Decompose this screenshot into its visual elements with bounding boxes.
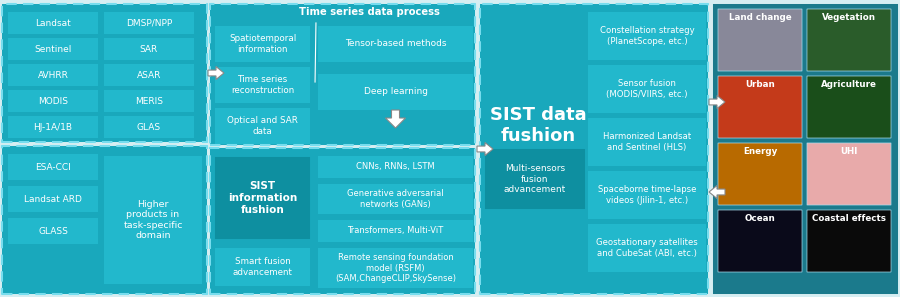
Polygon shape xyxy=(709,186,725,198)
FancyBboxPatch shape xyxy=(588,171,706,219)
FancyBboxPatch shape xyxy=(807,210,891,272)
FancyBboxPatch shape xyxy=(318,220,473,242)
Text: Geostationary satellites
and CubeSat (ABI, etc.): Geostationary satellites and CubeSat (AB… xyxy=(596,238,698,258)
Polygon shape xyxy=(208,67,224,80)
FancyBboxPatch shape xyxy=(8,38,98,60)
Text: Optical and SAR
data: Optical and SAR data xyxy=(227,116,298,136)
FancyBboxPatch shape xyxy=(318,184,473,214)
Text: Deep learning: Deep learning xyxy=(364,88,428,97)
Text: ESA-CCI: ESA-CCI xyxy=(35,162,71,171)
Text: Higher
products in
task-specific
domain: Higher products in task-specific domain xyxy=(123,200,183,240)
FancyBboxPatch shape xyxy=(215,248,310,286)
FancyBboxPatch shape xyxy=(718,9,802,71)
Polygon shape xyxy=(477,143,493,156)
Text: Sentinel: Sentinel xyxy=(34,45,72,53)
FancyBboxPatch shape xyxy=(588,12,706,60)
FancyBboxPatch shape xyxy=(8,116,98,138)
Text: Vegetation: Vegetation xyxy=(822,13,876,22)
FancyBboxPatch shape xyxy=(713,4,898,294)
Polygon shape xyxy=(709,96,725,108)
Text: Landsat ARD: Landsat ARD xyxy=(24,195,82,203)
Text: Sensor fusion
(MODIS/VIIRS, etc.): Sensor fusion (MODIS/VIIRS, etc.) xyxy=(607,79,688,99)
FancyBboxPatch shape xyxy=(215,26,310,62)
FancyBboxPatch shape xyxy=(718,143,802,205)
Polygon shape xyxy=(385,110,406,128)
FancyBboxPatch shape xyxy=(318,248,473,288)
FancyBboxPatch shape xyxy=(104,90,194,112)
Text: Land change: Land change xyxy=(729,13,791,22)
FancyBboxPatch shape xyxy=(215,67,310,103)
Text: Smart fusion
advancement: Smart fusion advancement xyxy=(232,257,292,277)
Text: AVHRR: AVHRR xyxy=(38,70,68,80)
Text: UHI: UHI xyxy=(841,147,858,156)
FancyBboxPatch shape xyxy=(588,118,706,166)
FancyBboxPatch shape xyxy=(8,90,98,112)
FancyBboxPatch shape xyxy=(588,224,706,272)
Text: Energy: Energy xyxy=(742,147,778,156)
FancyBboxPatch shape xyxy=(318,156,473,178)
FancyBboxPatch shape xyxy=(2,146,207,294)
Text: MERIS: MERIS xyxy=(135,97,163,105)
FancyBboxPatch shape xyxy=(588,65,706,113)
FancyBboxPatch shape xyxy=(215,108,310,144)
Text: Remote sensing foundation
model (RSFM)
(SAM,ChangeCLIP,SkySense): Remote sensing foundation model (RSFM) (… xyxy=(335,253,456,283)
FancyBboxPatch shape xyxy=(104,38,194,60)
FancyBboxPatch shape xyxy=(104,64,194,86)
Text: SAR: SAR xyxy=(140,45,158,53)
FancyBboxPatch shape xyxy=(807,9,891,71)
FancyBboxPatch shape xyxy=(807,76,891,138)
FancyBboxPatch shape xyxy=(2,4,207,142)
Text: Urban: Urban xyxy=(745,80,775,89)
FancyBboxPatch shape xyxy=(485,149,585,209)
Text: Harmonized Landsat
and Sentinel (HLS): Harmonized Landsat and Sentinel (HLS) xyxy=(603,132,691,152)
Text: Ocean: Ocean xyxy=(744,214,776,223)
Text: Time series data process: Time series data process xyxy=(299,7,439,17)
FancyBboxPatch shape xyxy=(718,210,802,272)
Text: ASAR: ASAR xyxy=(137,70,161,80)
Text: Constellation strategy
(PlanetScope, etc.): Constellation strategy (PlanetScope, etc… xyxy=(599,26,694,46)
Text: Multi-sensors
fusion
advancement: Multi-sensors fusion advancement xyxy=(504,164,566,194)
Text: Spaceborne time-lapse
videos (Jilin-1, etc.): Spaceborne time-lapse videos (Jilin-1, e… xyxy=(598,185,697,205)
FancyBboxPatch shape xyxy=(210,4,475,145)
Text: Agriculture: Agriculture xyxy=(821,80,877,89)
FancyBboxPatch shape xyxy=(215,157,310,239)
Text: SIST data
fushion: SIST data fushion xyxy=(490,106,586,145)
FancyBboxPatch shape xyxy=(8,154,98,180)
Text: GLAS: GLAS xyxy=(137,122,161,132)
FancyBboxPatch shape xyxy=(210,148,475,294)
Text: Time series
reconstruction: Time series reconstruction xyxy=(231,75,294,95)
Text: MODIS: MODIS xyxy=(38,97,68,105)
Text: GLASS: GLASS xyxy=(38,227,68,236)
Text: Generative adversarial
networks (GANs): Generative adversarial networks (GANs) xyxy=(347,189,444,209)
Text: SIST
information
fushion: SIST information fushion xyxy=(228,181,297,215)
FancyBboxPatch shape xyxy=(480,4,708,294)
Text: Tensor-based methods: Tensor-based methods xyxy=(345,40,446,48)
FancyBboxPatch shape xyxy=(8,64,98,86)
FancyBboxPatch shape xyxy=(8,186,98,212)
FancyBboxPatch shape xyxy=(318,74,473,110)
Text: Coastal effects: Coastal effects xyxy=(812,214,886,223)
Text: Transformers, Multi-ViT: Transformers, Multi-ViT xyxy=(347,227,444,236)
Text: Landsat: Landsat xyxy=(35,18,71,28)
FancyBboxPatch shape xyxy=(8,218,98,244)
Text: DMSP/NPP: DMSP/NPP xyxy=(126,18,172,28)
Text: Spatiotemporal
information: Spatiotemporal information xyxy=(229,34,296,54)
FancyBboxPatch shape xyxy=(104,156,202,284)
FancyBboxPatch shape xyxy=(8,12,98,34)
FancyBboxPatch shape xyxy=(104,116,194,138)
FancyBboxPatch shape xyxy=(318,26,473,62)
Text: CNNs, RNNs, LSTM: CNNs, RNNs, LSTM xyxy=(356,162,435,171)
FancyBboxPatch shape xyxy=(718,76,802,138)
FancyBboxPatch shape xyxy=(104,12,194,34)
Text: HJ-1A/1B: HJ-1A/1B xyxy=(33,122,73,132)
FancyBboxPatch shape xyxy=(807,143,891,205)
